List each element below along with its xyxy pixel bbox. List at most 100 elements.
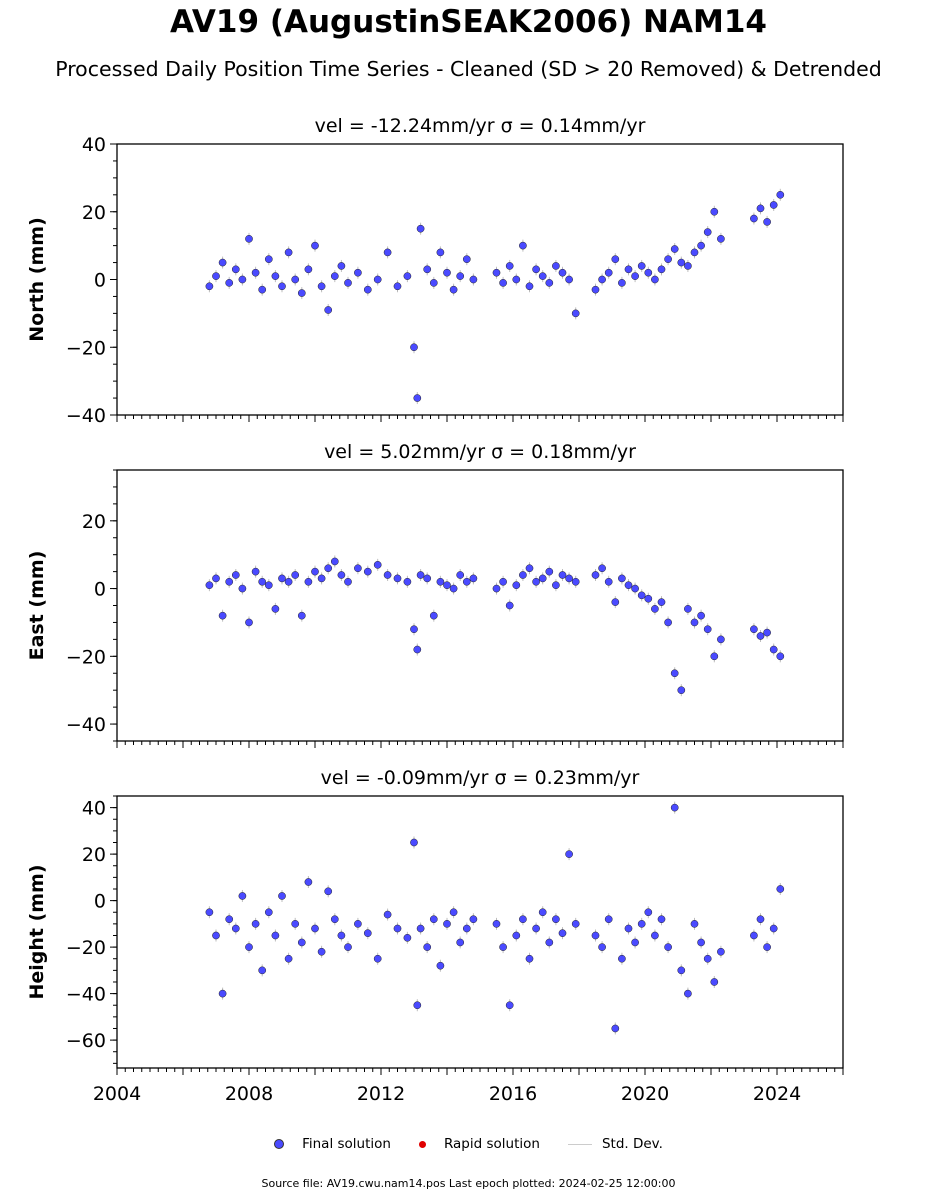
- data-point: [245, 235, 253, 243]
- y-tick-label: −20: [66, 337, 106, 359]
- data-point: [278, 282, 286, 291]
- data-point: [469, 275, 478, 284]
- data-point: [611, 255, 620, 264]
- data-point: [238, 892, 247, 900]
- data-point: [684, 262, 692, 270]
- y-tick-label: −40: [66, 984, 106, 1006]
- data-point: [750, 931, 758, 940]
- data-point: [251, 920, 260, 928]
- y-tick-label: 40: [82, 798, 106, 820]
- data-point: [703, 228, 712, 236]
- data-point: [657, 265, 666, 274]
- data-point: [776, 190, 785, 199]
- data-point: [238, 275, 247, 284]
- panel-title-1: vel = 5.02mm/yr σ = 0.18mm/yr: [324, 441, 636, 463]
- data-point: [644, 268, 653, 277]
- data-point: [373, 561, 382, 569]
- data-point: [330, 272, 339, 280]
- data-point: [571, 577, 580, 586]
- data-point: [684, 989, 692, 998]
- y-tick-label: 40: [82, 134, 106, 156]
- data-point: [403, 272, 412, 280]
- data-point: [245, 618, 253, 627]
- data-point: [410, 343, 418, 352]
- data-point: [354, 268, 362, 277]
- data-point: [525, 954, 534, 963]
- data-point: [462, 255, 471, 264]
- data-point: [354, 920, 362, 928]
- x-tick-label: 2020: [621, 1083, 669, 1105]
- data-point: [304, 577, 313, 586]
- data-point: [519, 241, 527, 250]
- data-point: [598, 943, 606, 951]
- data-point: [710, 207, 719, 216]
- data-point: [499, 577, 507, 586]
- data-point: [271, 931, 280, 940]
- data-point: [443, 268, 451, 277]
- data-point: [532, 265, 540, 274]
- data-point: [413, 1001, 422, 1010]
- data-point: [598, 564, 606, 573]
- data-point: [436, 961, 445, 970]
- data-point: [469, 574, 478, 583]
- data-point: [238, 584, 247, 593]
- panel-title-0: vel = -12.24mm/yr σ = 0.14mm/yr: [315, 115, 646, 137]
- data-point: [499, 279, 507, 287]
- y-tick-label: 20: [82, 202, 106, 224]
- data-point: [710, 978, 719, 986]
- data-point: [776, 885, 785, 893]
- data-point: [462, 577, 471, 586]
- data-point: [571, 309, 580, 318]
- data-point: [677, 258, 686, 267]
- legend-item-final: Final solution: [274, 1136, 391, 1152]
- legend-rapid-label: Rapid solution: [443, 1136, 540, 1152]
- plot-frame-1: [116, 469, 844, 742]
- data-point: [624, 265, 633, 274]
- data-point: [591, 931, 600, 940]
- data-point: [291, 275, 300, 284]
- chart-figure: vel = -12.24mm/yr σ = 0.14mm/yr North (mm…: [26, 115, 844, 1105]
- data-point: [344, 943, 352, 951]
- data-point: [317, 947, 326, 956]
- data-point: [344, 577, 352, 586]
- data-point: [769, 645, 778, 654]
- data-point: [525, 282, 534, 291]
- data-point: [363, 285, 372, 294]
- data-point: [462, 924, 471, 933]
- y-axis-label-2: Height (mm): [26, 864, 48, 999]
- data-point: [756, 632, 765, 640]
- data-point: [225, 577, 234, 586]
- data-point: [218, 258, 227, 267]
- data-point: [703, 954, 712, 963]
- data-point: [264, 581, 273, 590]
- data-point: [231, 265, 240, 274]
- data-point: [403, 577, 412, 586]
- y-tick-label: −20: [66, 937, 106, 959]
- data-point: [436, 248, 445, 257]
- data-point: [284, 954, 293, 963]
- data-point: [710, 652, 719, 661]
- data-point: [697, 241, 705, 250]
- data-point: [499, 943, 507, 951]
- data-point: [231, 924, 240, 933]
- data-point: [324, 564, 333, 573]
- y-tick-label: −20: [66, 646, 106, 668]
- data-point: [505, 1001, 514, 1010]
- data-point: [690, 920, 699, 928]
- data-point: [664, 943, 672, 951]
- data-point: [618, 954, 626, 963]
- data-point: [423, 943, 432, 951]
- data-point: [416, 924, 425, 933]
- data-point: [505, 601, 514, 610]
- data-point: [525, 564, 534, 573]
- data-point: [598, 275, 606, 284]
- data-point: [651, 275, 659, 284]
- plot-frame-2: [116, 795, 844, 1069]
- data-point: [225, 915, 234, 924]
- data-point: [591, 571, 600, 579]
- data-point: [297, 289, 306, 297]
- data-point: [297, 611, 306, 620]
- data-point: [519, 571, 527, 579]
- data-point: [538, 272, 547, 280]
- footer-source-note: Source file: AV19.cwu.nam14.pos Last epo…: [261, 1177, 676, 1190]
